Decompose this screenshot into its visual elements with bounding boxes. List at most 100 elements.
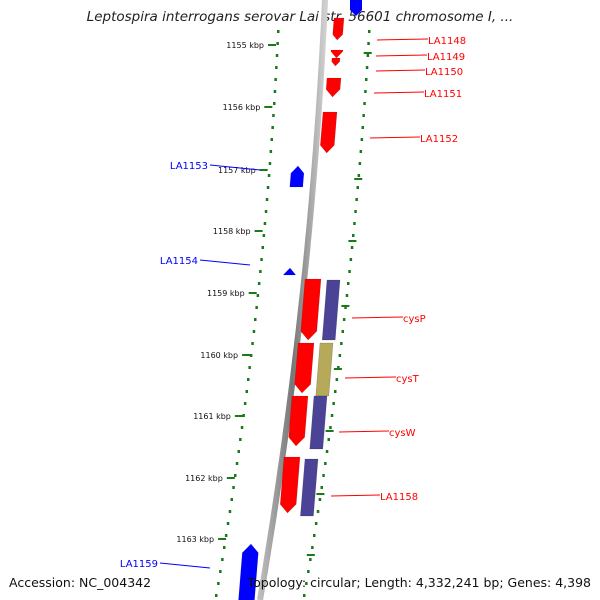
gene-label[interactable]: cysP <box>403 314 426 325</box>
scale-dots-inner-dot <box>264 210 268 213</box>
scale-dots-inner-dot <box>224 534 228 537</box>
scale-dash <box>306 554 315 556</box>
gene-arrow[interactable] <box>288 395 309 447</box>
scale-dots-outer-dot <box>361 126 364 129</box>
gene-arrow[interactable] <box>238 543 259 600</box>
gene-label[interactable]: LA1153 <box>170 161 208 172</box>
scale-tick-label: 1162 kbp <box>185 474 223 483</box>
scale-dots-inner-dot <box>260 258 263 261</box>
scale-dots-outer-dot <box>311 546 314 549</box>
scale-dots-inner-dot <box>228 510 232 513</box>
scale-dots-outer-dot <box>362 114 365 117</box>
scale-dots-inner-dot <box>267 174 271 177</box>
scale-dash <box>341 305 350 307</box>
scale-dots-outer-dot <box>345 294 349 297</box>
gene-arrow[interactable] <box>300 278 322 341</box>
scale-dots-outer-dot <box>363 102 366 105</box>
scale-dots-inner-dot <box>230 498 233 501</box>
scale-dots-inner-dot <box>248 366 251 369</box>
scale-dots-outer-dot <box>337 366 340 369</box>
scale-dots-outer-dot <box>341 330 344 333</box>
scale-dash <box>316 493 325 495</box>
scale-dots-inner-dot <box>232 486 235 489</box>
scale-dots-inner-dot <box>263 222 267 225</box>
cog-band <box>309 395 328 450</box>
scale-dots-outer-dot <box>349 258 353 261</box>
scale-dots-inner-dot <box>273 90 277 93</box>
cog-band <box>321 279 341 341</box>
gene-label[interactable]: cysW <box>389 428 416 439</box>
gene-label[interactable]: LA1149 <box>427 52 465 63</box>
scale-dash <box>333 368 342 370</box>
scale-dots-inner-dot <box>262 234 266 237</box>
scale-dash <box>348 240 357 242</box>
scale-dots-outer-dot <box>365 78 368 81</box>
gene-label[interactable]: LA1152 <box>420 134 458 145</box>
scale-dash <box>354 178 363 180</box>
scale-dots-inner-dot <box>271 126 274 129</box>
scale-dots-inner-dot <box>219 570 222 573</box>
scale-dots-outer-dot <box>367 42 370 45</box>
scale-dots-inner-dot <box>217 582 220 585</box>
scale-dots-inner-dot <box>240 426 244 429</box>
scale-dots-outer-dot <box>330 414 334 417</box>
scale-dots-outer-dot <box>350 246 354 249</box>
scale-tick <box>226 477 235 479</box>
scale-tick-label: 1157 kbp <box>218 166 256 175</box>
gene-arrow[interactable] <box>294 342 315 394</box>
scale-dots-outer-dot <box>305 582 308 585</box>
scale-dots-inner-dot <box>272 114 275 117</box>
gene-arrow[interactable] <box>279 456 301 514</box>
scale-dots-outer-dot <box>347 282 350 285</box>
gene-label[interactable]: LA1159 <box>120 559 158 570</box>
gene-label[interactable]: LA1148 <box>428 36 466 47</box>
scale-dots-inner <box>215 30 280 597</box>
scale-dots-outer-dot <box>365 66 369 69</box>
gene-arrow[interactable] <box>331 57 341 67</box>
scale-dots-inner-dot <box>243 402 247 405</box>
gene-label[interactable]: LA1151 <box>424 89 462 100</box>
gene-label[interactable]: LA1150 <box>425 67 463 78</box>
scale-dots-outer-dot <box>358 162 362 165</box>
scale-dots-outer-dot <box>344 306 347 309</box>
scale-dots-inner-dot <box>261 246 264 249</box>
gene-label[interactable]: LA1154 <box>160 256 198 267</box>
gene-arrow[interactable] <box>330 49 344 59</box>
scale-tick-label: 1159 kbp <box>207 289 245 298</box>
scale-dots-inner-dot <box>266 186 270 189</box>
gene-arrow[interactable] <box>319 111 338 154</box>
scale-dots-outer-dot <box>318 498 322 501</box>
scale-tick-label: 1161 kbp <box>193 412 231 421</box>
scale-dots-inner-dot <box>254 318 257 321</box>
scale-dots-outer-dot <box>352 234 355 237</box>
gene-arrow[interactable] <box>325 77 342 98</box>
gene-label[interactable]: cysT <box>396 374 420 385</box>
gene-label-connector <box>351 316 404 319</box>
scale-dots-outer-dot <box>332 402 335 405</box>
scale-dots-inner-dot <box>274 78 277 81</box>
scale-tick <box>254 230 263 232</box>
gene-arrow[interactable] <box>289 165 305 188</box>
cog-band <box>315 342 334 397</box>
scale-dots-inner-dot <box>221 558 224 561</box>
cog-band <box>300 458 319 517</box>
scale-tick-label: 1155 kbp <box>226 41 264 50</box>
partial-gene <box>350 0 362 16</box>
scale-tick <box>234 415 243 417</box>
scale-dots-outer-dot <box>327 438 330 441</box>
gene-label[interactable]: LA1158 <box>380 492 418 503</box>
scale-dots-inner-dot <box>268 162 272 165</box>
gene-arrow[interactable] <box>283 267 296 276</box>
gene-arrow[interactable] <box>332 17 345 41</box>
gene-label-connector <box>375 54 428 57</box>
scale-dots-inner-dot <box>252 330 256 333</box>
scale-dots-outer-dot <box>348 270 351 273</box>
scale-dots-inner-dot <box>257 282 261 285</box>
scale-dots-outer-dot <box>368 30 371 33</box>
summary-text: Topology: circular; Length: 4,332,241 bp… <box>247 575 591 590</box>
scale-dots-outer-dot <box>313 534 316 537</box>
scale-dots-inner-dot <box>275 54 279 57</box>
scale-dots-inner-dot <box>255 306 258 309</box>
